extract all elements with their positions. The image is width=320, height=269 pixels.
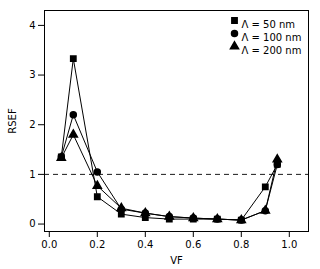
- svg-text:3: 3: [29, 69, 35, 80]
- svg-text:Λ = 100 nm: Λ = 100 nm: [242, 32, 302, 43]
- svg-text:VF: VF: [170, 255, 183, 266]
- svg-text:0.6: 0.6: [185, 239, 201, 250]
- svg-text:Λ = 200 nm: Λ = 200 nm: [242, 45, 302, 56]
- svg-text:0.0: 0.0: [41, 239, 57, 250]
- svg-text:4: 4: [29, 20, 35, 31]
- svg-text:1.0: 1.0: [281, 239, 297, 250]
- svg-text:RSEF: RSEF: [7, 108, 18, 134]
- svg-text:0.2: 0.2: [89, 239, 105, 250]
- svg-text:1: 1: [29, 169, 35, 180]
- svg-text:Λ = 50 nm: Λ = 50 nm: [242, 19, 296, 30]
- svg-text:2: 2: [29, 119, 35, 130]
- svg-text:0: 0: [29, 218, 35, 229]
- svg-text:0.4: 0.4: [137, 239, 153, 250]
- svg-text:0.8: 0.8: [233, 239, 249, 250]
